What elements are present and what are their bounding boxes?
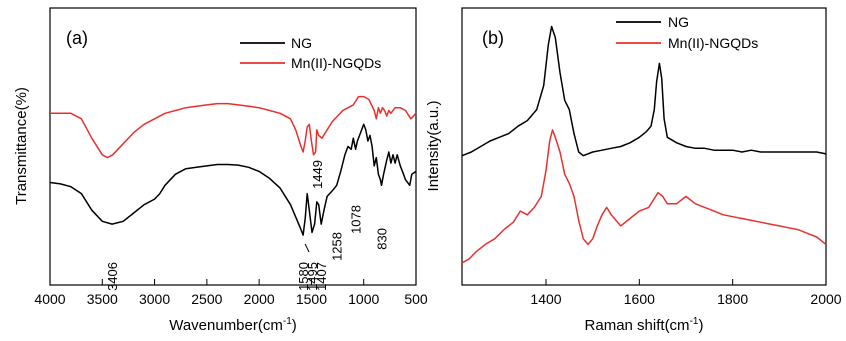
panel-b-curves: [461, 25, 827, 264]
panel-b-frame: [461, 7, 827, 286]
panel-b-x-axis-title: Raman shift(cm-1): [585, 316, 704, 334]
x-tick-label: 2000: [810, 291, 841, 307]
panel-b-legend: NG Mn(II)-NGQDs: [616, 14, 758, 51]
panel-b-y-axis-title: Intensity(a.u.): [425, 101, 442, 192]
panel-a-x-ticks: 4000 3500 3000 2500 2000 1500 1000 500: [34, 279, 428, 307]
series-line-ng: [461, 25, 827, 157]
x-tick-label: 1000: [348, 291, 379, 307]
panel-a-label: (a): [66, 28, 88, 48]
panel-a-curves: [49, 95, 417, 236]
panel-a-legend: NG Mn(II)-NGQDs: [240, 35, 381, 71]
peak-leader: [304, 243, 310, 253]
x-tick-label: 500: [404, 291, 428, 307]
x-tick-label: 3500: [87, 291, 118, 307]
legend-ng-label: NG: [291, 35, 312, 51]
peak-label: 1580: [296, 262, 311, 291]
peak-label: 3406: [105, 262, 120, 291]
series-line-ng: [49, 123, 417, 236]
panel-b-x-ticks: 1400 1600 1800 2000: [530, 279, 842, 307]
legend-mn-label: Mn(II)-NGQDs: [291, 55, 381, 71]
peak-label: 1495: [305, 262, 320, 291]
x-tick-label: 4000: [34, 291, 65, 307]
x-tick-label: 1800: [717, 291, 748, 307]
peak-label: 1078: [349, 205, 364, 234]
x-tick-label: 2000: [244, 291, 275, 307]
panel-b-label: (b): [482, 28, 504, 48]
series-line-mn-ii-ngqds: [461, 129, 827, 264]
peak-label: 1258: [330, 232, 345, 261]
legend-ng-label: NG: [668, 14, 689, 30]
panel-a: (a) 4000 3500 3000 2500 2000 1500 1000 500 3406…: [13, 7, 428, 334]
peak-label: 1449: [310, 160, 325, 189]
x-tick-label: 1600: [624, 291, 655, 307]
x-tick-label: 1500: [296, 291, 327, 307]
panel-b: (b) 1400 1600 1800 2000 NG Mn(II)-NGQDs Ram…: [425, 7, 842, 334]
x-tick-label: 2500: [191, 291, 222, 307]
x-tick-label: 1400: [530, 291, 561, 307]
x-tick-label: 3000: [139, 291, 170, 307]
peak-label: 1407: [314, 262, 329, 291]
panel-a-frame: [49, 7, 417, 286]
panel-a-y-axis-title: Transmittance(%): [13, 87, 30, 205]
legend-mn-label: Mn(II)-NGQDs: [668, 35, 758, 51]
series-line-mn-ii-ngqds: [50, 95, 417, 159]
panel-a-x-axis-title: Wavenumber(cm-1): [169, 316, 297, 334]
peak-label: 830: [374, 228, 389, 250]
